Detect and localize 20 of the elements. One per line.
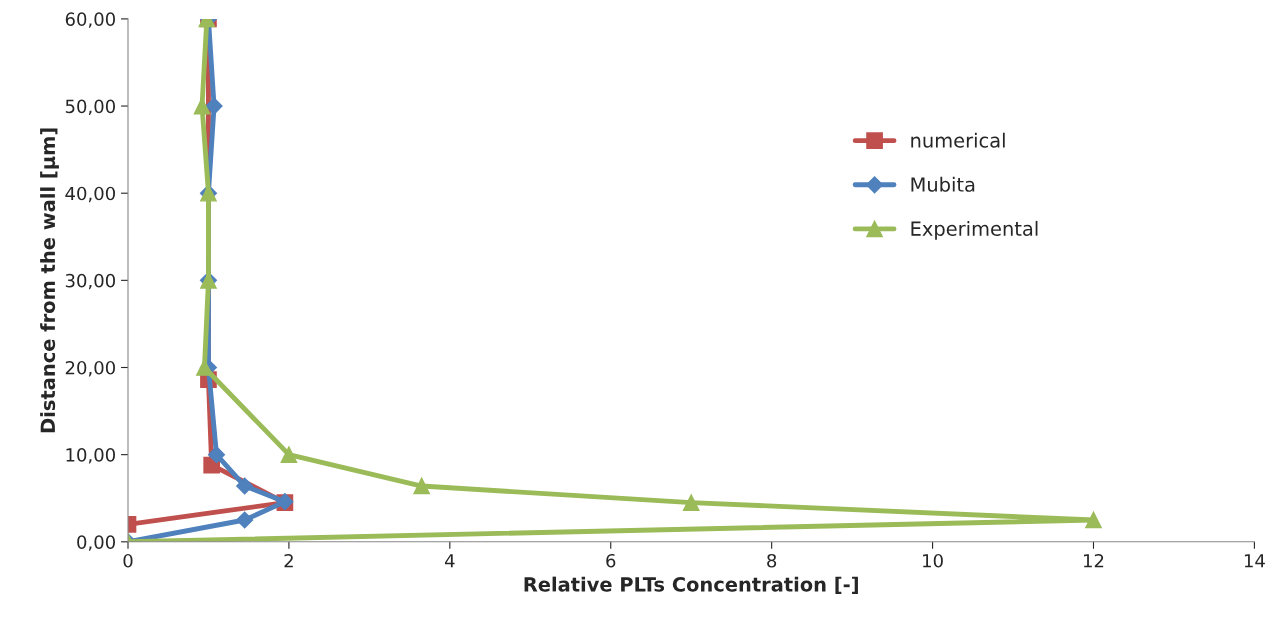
legend-label: Mubita bbox=[911, 176, 975, 192]
x-tick-label: 10 bbox=[923, 553, 943, 568]
y-tick-label: 40,00 bbox=[65, 186, 115, 203]
legend-label: Experimental bbox=[911, 220, 1038, 240]
x-tick-label: 14 bbox=[1244, 554, 1265, 568]
y-tick-label: 20,00 bbox=[65, 360, 115, 377]
y-axis-title: Distance from the wall [µm] bbox=[40, 128, 59, 433]
x-axis-title: Relative PLTs Concentration [-] bbox=[524, 576, 858, 594]
x-tick-label: 6 bbox=[606, 553, 616, 568]
y-tick-label: 50,00 bbox=[65, 99, 115, 116]
y-tick-label: 10,00 bbox=[66, 448, 115, 464]
y-tick-label: 0,00 bbox=[77, 535, 115, 551]
x-tick-label: 8 bbox=[767, 553, 777, 568]
y-tick-label: 60,00 bbox=[65, 12, 115, 28]
y-tick-label: 30,00 bbox=[65, 273, 115, 290]
x-tick-label: 0 bbox=[123, 553, 133, 568]
legend-label: numerical bbox=[911, 132, 1005, 148]
x-tick-label: 4 bbox=[444, 554, 455, 568]
x-tick-label: 2 bbox=[284, 553, 293, 568]
x-tick-label: 12 bbox=[1083, 553, 1104, 568]
